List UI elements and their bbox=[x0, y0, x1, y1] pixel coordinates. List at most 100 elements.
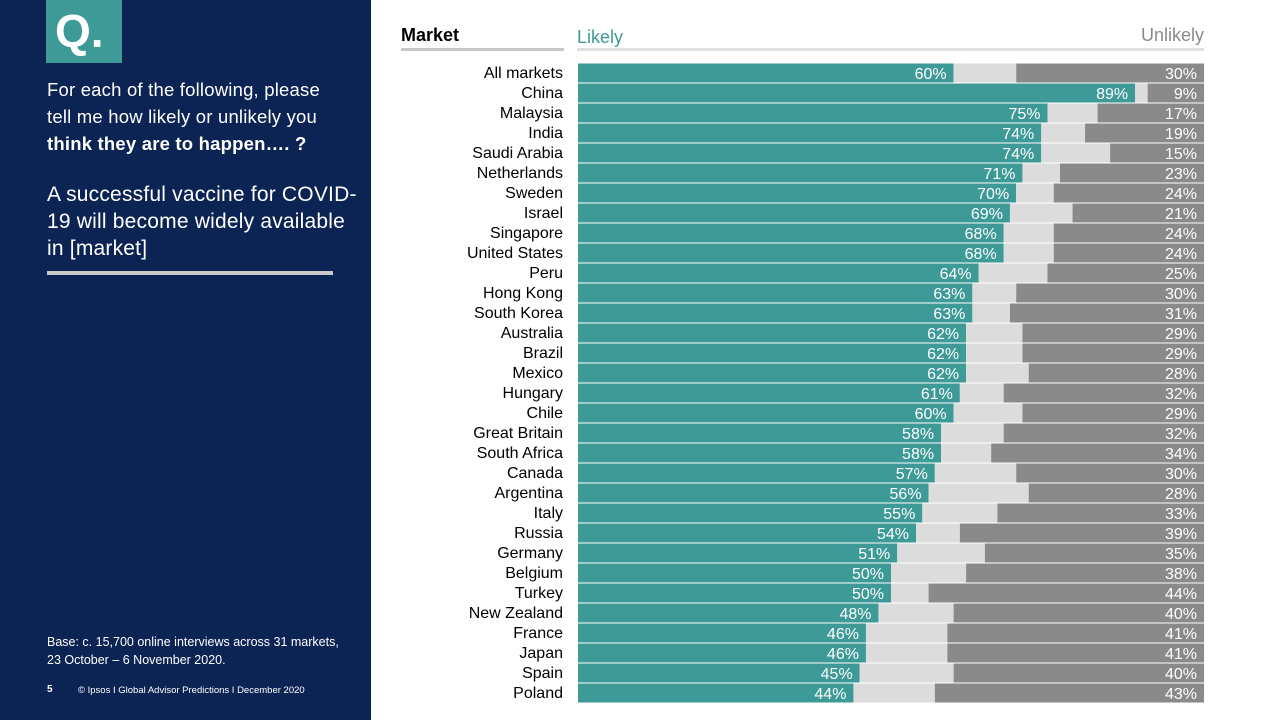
likely-value-label: 46% bbox=[827, 646, 859, 663]
copyright-text: © Ipsos I Global Advisor Predictions I D… bbox=[78, 685, 305, 696]
sidebar-panel: Q. For each of the following, please tel… bbox=[0, 0, 371, 720]
bar-neutral bbox=[878, 603, 954, 623]
unlikely-value-label: 25% bbox=[1165, 266, 1197, 283]
chart-row: Germany 51% 35% bbox=[497, 543, 1204, 563]
bar-neutral bbox=[972, 283, 1017, 303]
bar-neutral bbox=[853, 683, 935, 703]
bar-unlikely bbox=[1053, 183, 1204, 203]
bar-likely bbox=[578, 263, 979, 283]
bar-neutral bbox=[972, 303, 1010, 323]
unlikely-value-label: 41% bbox=[1165, 646, 1197, 663]
bar-likely bbox=[578, 603, 879, 623]
bar-unlikely bbox=[1003, 423, 1204, 443]
chart-row: Israel 69% 21% bbox=[524, 203, 1204, 223]
category-label: Poland bbox=[513, 685, 563, 702]
likely-value-label: 63% bbox=[933, 286, 965, 303]
likely-value-label: 62% bbox=[927, 346, 959, 363]
bar-neutral bbox=[859, 663, 954, 683]
unlikely-value-label: 35% bbox=[1165, 546, 1197, 563]
unlikely-value-label: 24% bbox=[1165, 186, 1197, 203]
chart-row: Saudi Arabia 74% 15% bbox=[472, 143, 1204, 163]
likely-value-label: 89% bbox=[1096, 86, 1128, 103]
bar-likely bbox=[578, 683, 854, 703]
bar-unlikely bbox=[1110, 143, 1204, 163]
unlikely-value-label: 24% bbox=[1165, 226, 1197, 243]
column-header-likely: Likely bbox=[577, 27, 624, 47]
chart-row: Netherlands 71% 23% bbox=[477, 163, 1204, 183]
unlikely-value-label: 32% bbox=[1165, 386, 1197, 403]
bar-neutral bbox=[922, 503, 998, 523]
bar-unlikely bbox=[1053, 243, 1204, 263]
category-label: Brazil bbox=[523, 345, 563, 362]
bar-neutral bbox=[1047, 103, 1098, 123]
category-label: Malaysia bbox=[500, 105, 563, 122]
chart-row: United States 68% 24% bbox=[467, 243, 1204, 263]
category-label: Great Britain bbox=[473, 425, 563, 442]
bar-unlikely bbox=[1047, 263, 1204, 283]
bar-neutral bbox=[1135, 83, 1148, 103]
bar-likely bbox=[578, 663, 860, 683]
bar-neutral bbox=[941, 423, 1004, 443]
bar-unlikely bbox=[947, 623, 1204, 643]
bar-likely bbox=[578, 463, 935, 483]
category-label: Argentina bbox=[495, 485, 564, 502]
bar-neutral bbox=[1003, 223, 1054, 243]
bar-neutral bbox=[959, 383, 1004, 403]
bar-likely bbox=[578, 243, 1004, 263]
chart-row: Chile 60% 29% bbox=[527, 403, 1204, 423]
unlikely-value-label: 17% bbox=[1165, 106, 1197, 123]
likely-value-label: 71% bbox=[983, 166, 1015, 183]
unlikely-value-label: 23% bbox=[1165, 166, 1197, 183]
chart-row: Spain 45% 40% bbox=[522, 663, 1204, 683]
unlikely-value-label: 30% bbox=[1165, 286, 1197, 303]
unlikely-value-label: 28% bbox=[1165, 486, 1197, 503]
bar-likely bbox=[578, 183, 1017, 203]
divider bbox=[47, 271, 333, 275]
chart-row: Italy 55% 33% bbox=[534, 503, 1204, 523]
bar-neutral bbox=[953, 403, 1023, 423]
bar-likely bbox=[578, 623, 866, 643]
chart-row: South Africa 58% 34% bbox=[477, 443, 1204, 463]
bar-neutral bbox=[865, 623, 948, 643]
bar-neutral bbox=[891, 583, 929, 603]
likely-value-label: 69% bbox=[971, 206, 1003, 223]
bar-likely bbox=[578, 583, 891, 603]
unlikely-value-label: 39% bbox=[1165, 526, 1197, 543]
bar-unlikely bbox=[1085, 123, 1204, 143]
likely-value-label: 74% bbox=[1002, 126, 1034, 143]
bar-neutral bbox=[1041, 123, 1086, 143]
chart-row: China 89% 9% bbox=[521, 83, 1204, 103]
chart-row: Canada 57% 30% bbox=[507, 463, 1204, 483]
chart-row: New Zealand 48% 40% bbox=[469, 603, 1204, 623]
chart-row: Mexico 62% 28% bbox=[512, 363, 1204, 383]
statement-text: A successful vaccine for COVID-19 will b… bbox=[47, 183, 357, 260]
category-label: Belgium bbox=[505, 565, 563, 582]
unlikely-value-label: 32% bbox=[1165, 426, 1197, 443]
unlikely-value-label: 40% bbox=[1165, 666, 1197, 683]
category-label: China bbox=[521, 85, 563, 102]
bar-neutral bbox=[916, 523, 960, 543]
unlikely-value-label: 29% bbox=[1165, 326, 1197, 343]
chart-row: Russia 54% 39% bbox=[514, 523, 1204, 543]
category-label: All markets bbox=[484, 65, 563, 82]
column-header-market: Market bbox=[401, 25, 460, 45]
bar-neutral bbox=[953, 63, 1017, 83]
base-note: Base: c. 15,700 online interviews across… bbox=[47, 635, 339, 667]
category-label: Spain bbox=[522, 665, 563, 682]
likely-value-label: 57% bbox=[896, 466, 928, 483]
bar-neutral bbox=[897, 543, 985, 563]
unlikely-value-label: 40% bbox=[1165, 606, 1197, 623]
bar-unlikely bbox=[947, 643, 1204, 663]
category-label: Russia bbox=[514, 525, 563, 542]
category-label: Australia bbox=[501, 325, 563, 342]
bar-likely bbox=[578, 223, 1004, 243]
question-badge: Q. bbox=[46, 0, 122, 63]
bar-unlikely bbox=[928, 583, 1204, 603]
page-number: 5 bbox=[47, 684, 53, 695]
bar-likely bbox=[578, 403, 954, 423]
bar-likely bbox=[578, 383, 960, 403]
bar-neutral bbox=[966, 323, 1023, 343]
category-label: India bbox=[528, 125, 563, 142]
chart-row: Sweden 70% 24% bbox=[505, 183, 1204, 203]
chart-row: Peru 64% 25% bbox=[529, 263, 1204, 283]
